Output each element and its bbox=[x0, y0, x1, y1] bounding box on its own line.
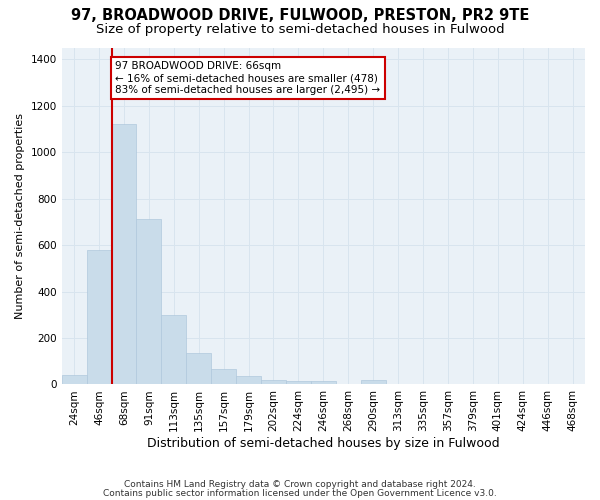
Bar bbox=[311, 381, 336, 384]
Bar bbox=[62, 375, 86, 384]
Bar bbox=[136, 220, 161, 384]
Text: 97, BROADWOOD DRIVE, FULWOOD, PRESTON, PR2 9TE: 97, BROADWOOD DRIVE, FULWOOD, PRESTON, P… bbox=[71, 8, 529, 22]
Bar bbox=[286, 381, 311, 384]
Bar bbox=[236, 376, 261, 384]
Text: Size of property relative to semi-detached houses in Fulwood: Size of property relative to semi-detach… bbox=[95, 22, 505, 36]
X-axis label: Distribution of semi-detached houses by size in Fulwood: Distribution of semi-detached houses by … bbox=[147, 437, 500, 450]
Text: Contains public sector information licensed under the Open Government Licence v3: Contains public sector information licen… bbox=[103, 489, 497, 498]
Bar bbox=[161, 314, 186, 384]
Bar bbox=[361, 380, 386, 384]
Bar bbox=[86, 250, 112, 384]
Bar bbox=[261, 380, 286, 384]
Bar bbox=[186, 353, 211, 384]
Text: 97 BROADWOOD DRIVE: 66sqm
← 16% of semi-detached houses are smaller (478)
83% of: 97 BROADWOOD DRIVE: 66sqm ← 16% of semi-… bbox=[115, 62, 380, 94]
Text: Contains HM Land Registry data © Crown copyright and database right 2024.: Contains HM Land Registry data © Crown c… bbox=[124, 480, 476, 489]
Bar bbox=[211, 370, 236, 384]
Y-axis label: Number of semi-detached properties: Number of semi-detached properties bbox=[15, 113, 25, 319]
Bar bbox=[112, 124, 136, 384]
